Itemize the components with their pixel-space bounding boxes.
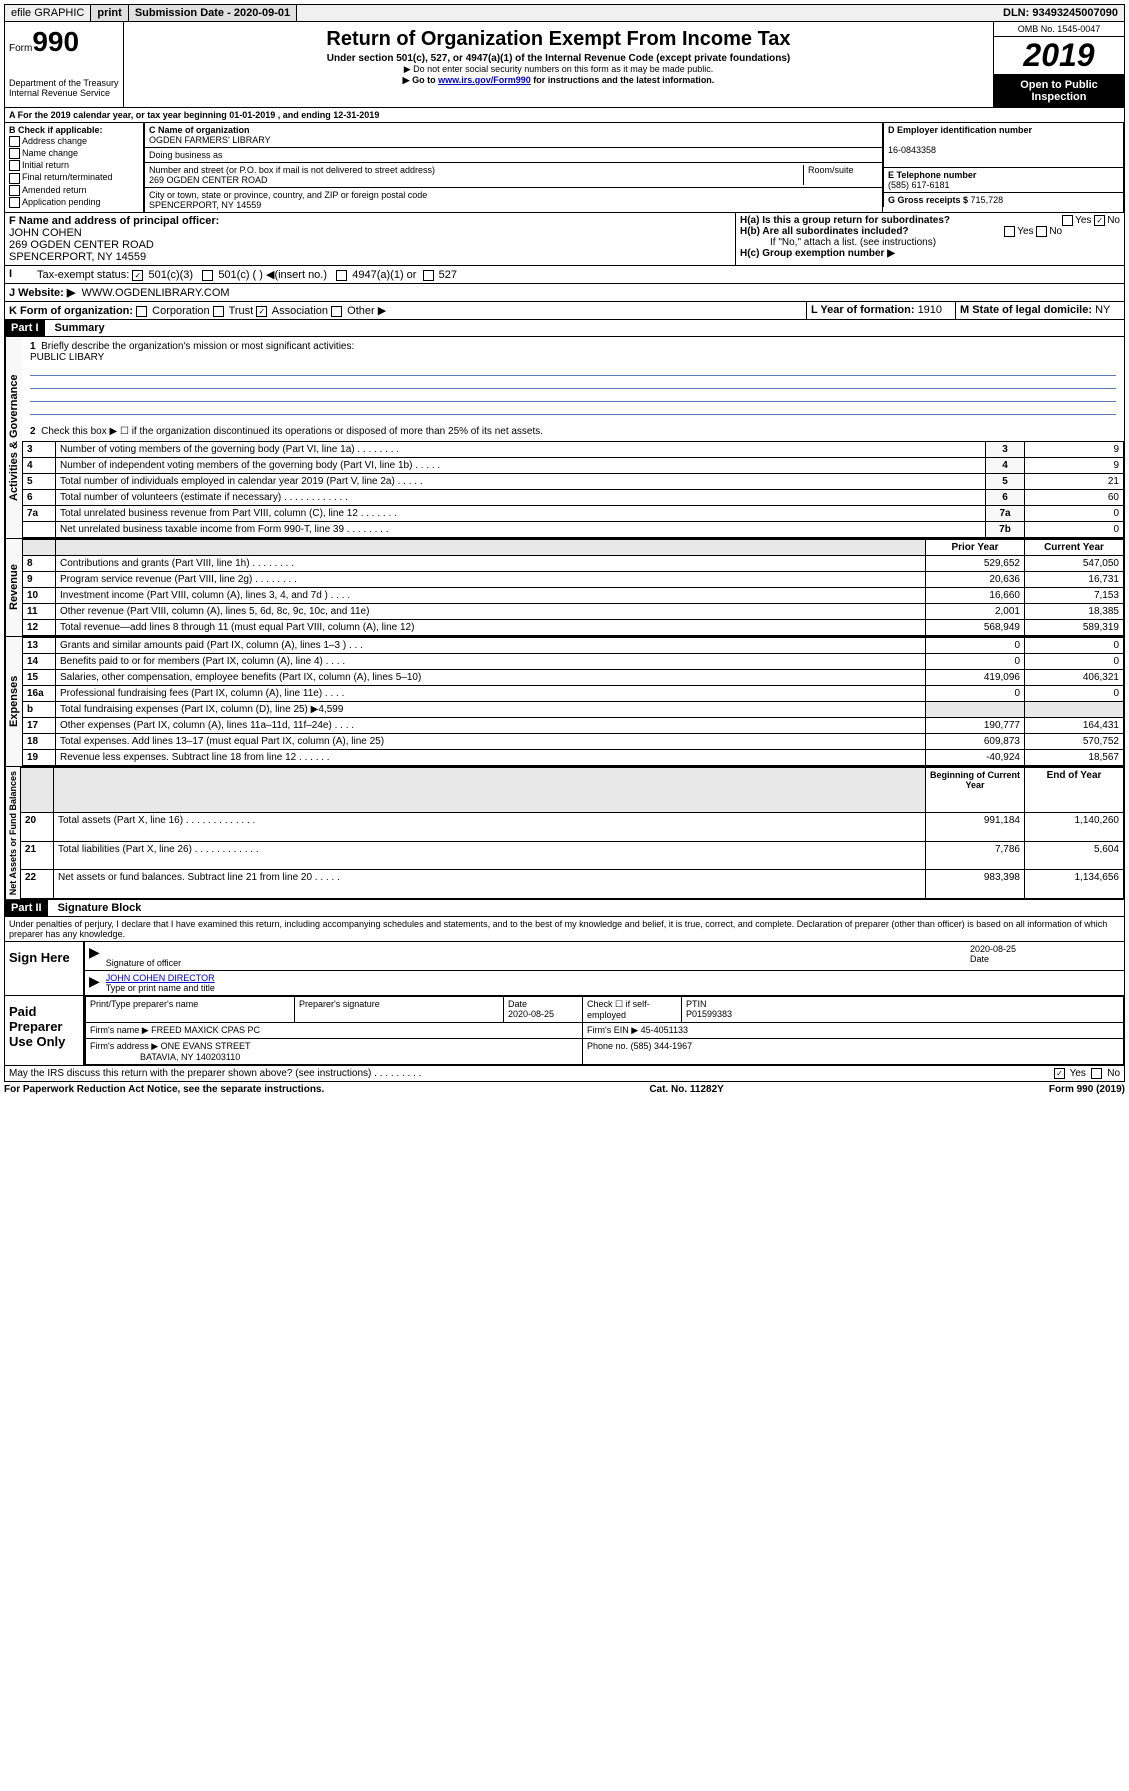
- form-header: Form990 Department of the Treasury Inter…: [4, 22, 1125, 108]
- org-city: SPENCERPORT, NY 14559: [149, 200, 261, 210]
- form-id-box: Form990 Department of the Treasury Inter…: [5, 22, 124, 107]
- dln: DLN: 93493245007090: [997, 5, 1124, 21]
- check-amended[interactable]: Amended return: [9, 185, 139, 196]
- entity-block: B Check if applicable: Address change Na…: [4, 123, 1125, 213]
- discuss-line: May the IRS discuss this return with the…: [4, 1066, 1125, 1082]
- officer-name: JOHN COHEN DIRECTOR: [106, 973, 1120, 983]
- top-bar: efile GRAPHIC print Submission Date - 20…: [4, 4, 1125, 22]
- check-name[interactable]: Name change: [9, 148, 139, 159]
- period-line: A For the 2019 calendar year, or tax yea…: [4, 108, 1125, 123]
- check-final[interactable]: Final return/terminated: [9, 172, 139, 183]
- submission-date: Submission Date - 2020-09-01: [129, 5, 297, 21]
- netassets-section: Net Assets or Fund Balances Beginning of…: [4, 767, 1125, 900]
- org-address: 269 OGDEN CENTER ROAD: [149, 175, 268, 185]
- preparer-block: Paid Preparer Use Only Print/Type prepar…: [4, 996, 1125, 1066]
- website: WWW.OGDENLIBRARY.COM: [81, 287, 229, 299]
- efile-label: efile GRAPHIC: [5, 5, 91, 21]
- note1: ▶ Do not enter social security numbers o…: [128, 64, 989, 75]
- perjury: Under penalties of perjury, I declare th…: [4, 917, 1125, 942]
- year-box: OMB No. 1545-0047 2019 Open to Public In…: [993, 22, 1124, 107]
- box-c: C Name of organization OGDEN FARMERS' LI…: [144, 123, 882, 212]
- box-f: F Name and address of principal officer:…: [5, 213, 736, 265]
- officer-group-block: F Name and address of principal officer:…: [4, 213, 1125, 266]
- box-h: H(a) Is this a group return for subordin…: [736, 213, 1124, 265]
- expenses-section: Expenses 13Grants and similar amounts pa…: [4, 637, 1125, 767]
- print-button[interactable]: print: [91, 5, 128, 21]
- box-j: J Website: ▶ WWW.OGDENLIBRARY.COM: [4, 284, 1125, 302]
- tax-year: 2019: [994, 37, 1124, 75]
- phone: (585) 617-6181: [888, 180, 950, 190]
- part2-header: Part II Signature Block: [4, 900, 1125, 917]
- revenue-section: Revenue Prior YearCurrent Year8Contribut…: [4, 539, 1125, 637]
- form990-link[interactable]: www.irs.gov/Form990: [438, 75, 531, 85]
- subtitle: Under section 501(c), 527, or 4947(a)(1)…: [128, 53, 989, 64]
- check-501c3[interactable]: [132, 270, 143, 281]
- ein: 16-0843358: [888, 145, 936, 155]
- right-info: D Employer identification number 16-0843…: [882, 123, 1124, 212]
- check-address[interactable]: Address change: [9, 136, 139, 147]
- title-box: Return of Organization Exempt From Incom…: [124, 22, 993, 107]
- form-title: Return of Organization Exempt From Incom…: [128, 28, 989, 51]
- mission: PUBLIC LIBARY: [30, 352, 104, 363]
- footer: For Paperwork Reduction Act Notice, see …: [4, 1082, 1125, 1097]
- sign-block: Sign Here ▶ Signature of officer 2020-08…: [4, 942, 1125, 996]
- irs-label: Internal Revenue Service: [9, 88, 119, 98]
- box-b: B Check if applicable: Address change Na…: [5, 123, 144, 212]
- governance-section: Activities & Governance 1 Briefly descri…: [4, 337, 1125, 539]
- omb: OMB No. 1545-0047: [994, 22, 1124, 37]
- gross-receipts: 715,728: [971, 195, 1004, 205]
- box-i: I Tax-exempt status: 501(c)(3) 501(c) ( …: [4, 266, 1125, 284]
- check-pending[interactable]: Application pending: [9, 197, 139, 208]
- check-initial[interactable]: Initial return: [9, 160, 139, 171]
- org-name: OGDEN FARMERS' LIBRARY: [149, 135, 271, 145]
- note2: ▶ Go to www.irs.gov/Form990 for instruct…: [128, 75, 989, 86]
- open-public: Open to Public Inspection: [994, 75, 1124, 107]
- dept-label: Department of the Treasury: [9, 78, 119, 88]
- part1-header: Part I Summary: [4, 320, 1125, 337]
- box-klm: K Form of organization: Corporation Trus…: [4, 302, 1125, 320]
